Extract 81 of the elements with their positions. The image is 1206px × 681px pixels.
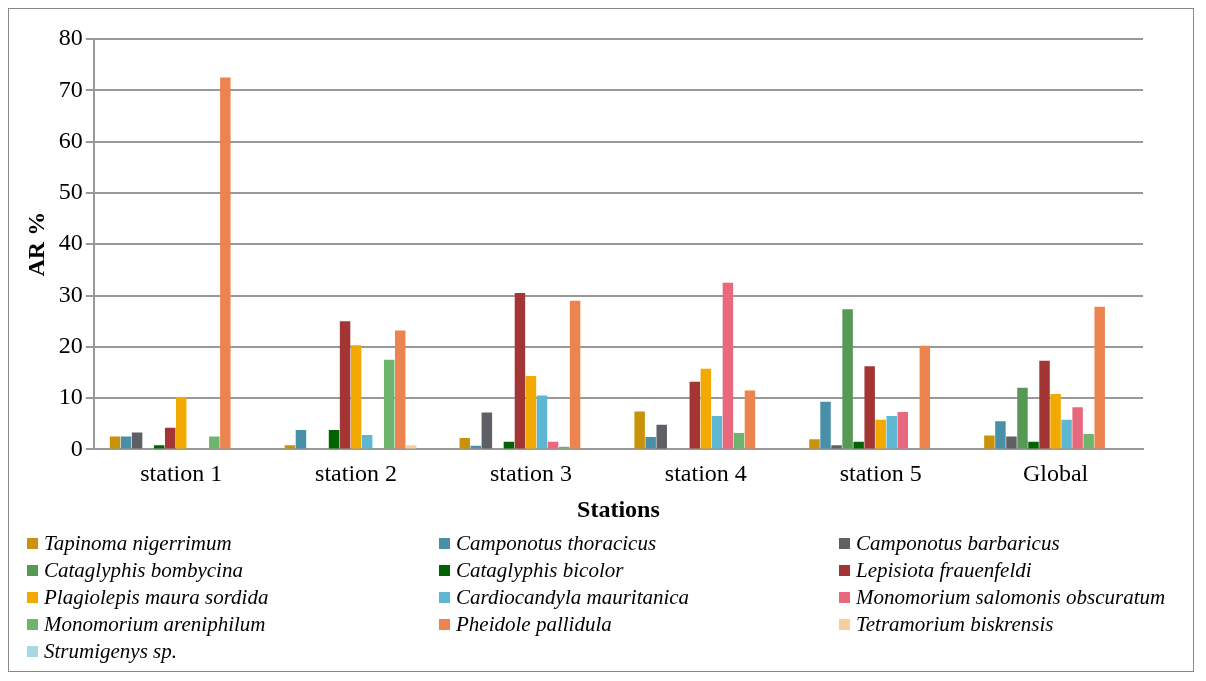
y-tick-label: 50 (58, 178, 83, 205)
bar (886, 416, 897, 449)
bar (656, 424, 667, 449)
y-axis-title: AR % (22, 211, 49, 277)
y-tick-label: 0 (70, 434, 83, 461)
bar (1072, 407, 1083, 449)
x-tick-label: station 5 (839, 460, 922, 487)
bar (536, 395, 548, 449)
bar (1094, 306, 1105, 449)
bar (525, 376, 537, 449)
legend-label: Pheidole pallidula (456, 612, 612, 637)
y-tick-label: 20 (58, 332, 83, 359)
bar (394, 330, 406, 449)
bar (864, 366, 875, 449)
x-tick-label: Global (1022, 460, 1089, 487)
legend-label: Cardiocandyla mauritanica (456, 585, 690, 610)
bar (406, 445, 417, 449)
bar (744, 390, 756, 449)
bar (339, 321, 351, 449)
bar (897, 411, 908, 449)
bar (645, 437, 656, 449)
bar (809, 439, 820, 449)
bar (175, 397, 187, 449)
x-tick-label: station 1 (140, 460, 223, 487)
legend-label: Camponotus thoracicus (456, 531, 657, 556)
y-tick-label: 60 (58, 126, 83, 153)
x-tick-label: station 2 (315, 460, 398, 487)
bar (284, 445, 296, 449)
bar (820, 401, 831, 449)
bar (350, 345, 362, 449)
bar (1028, 441, 1039, 449)
legend-label: Cataglyphis bicolor (456, 558, 624, 583)
bar (481, 412, 493, 449)
bar (153, 445, 165, 449)
bar (1061, 419, 1072, 449)
bar (711, 416, 723, 449)
bar (459, 438, 471, 449)
bar (514, 292, 526, 449)
y-tick-label: 70 (58, 75, 83, 102)
legend-label: Cataglyphis bombycina (44, 558, 243, 583)
bar (328, 429, 340, 449)
bar (733, 432, 745, 449)
bar (1083, 434, 1094, 449)
y-tick-label: 40 (58, 229, 83, 256)
bar (220, 77, 231, 449)
bar (569, 300, 581, 449)
bar (995, 421, 1006, 449)
bar (1050, 394, 1061, 449)
bar (722, 282, 734, 449)
bar (875, 419, 886, 449)
bar (295, 429, 307, 449)
legend-label: Plagiolepis maura sordida (44, 585, 269, 610)
legend-label: Camponotus barbaricus (856, 531, 1060, 556)
legend-label: Tetramorium biskrensis (856, 612, 1054, 637)
bar (361, 435, 373, 449)
bar (984, 435, 995, 449)
bar (383, 359, 395, 449)
bar (1039, 360, 1050, 449)
bar (1006, 436, 1017, 449)
bar (209, 436, 220, 449)
y-tick-label: 80 (58, 24, 83, 51)
bar (689, 381, 701, 449)
bar (842, 309, 853, 449)
bar (831, 445, 842, 449)
x-tick-label: station 3 (489, 460, 572, 487)
bar (634, 411, 645, 449)
legend-label: Strumigenys sp. (44, 639, 177, 664)
legend-label: Tapinoma nigerrimum (44, 531, 232, 556)
y-tick-label: 30 (58, 280, 83, 307)
legend-label: Monomorium areniphilum (44, 612, 266, 637)
bar (164, 427, 176, 449)
bar (700, 368, 712, 449)
bar (853, 441, 864, 449)
bar (1017, 387, 1028, 449)
x-axis-title: Stations (577, 495, 660, 522)
bar (131, 432, 143, 449)
legend-label: Monomorium salomonis obscuratum (856, 585, 1166, 610)
x-tick-label: station 4 (664, 460, 747, 487)
y-tick-label: 10 (58, 383, 83, 410)
bar (919, 345, 931, 449)
legend-label: Lepisiota frauenfeldi (856, 558, 1032, 583)
